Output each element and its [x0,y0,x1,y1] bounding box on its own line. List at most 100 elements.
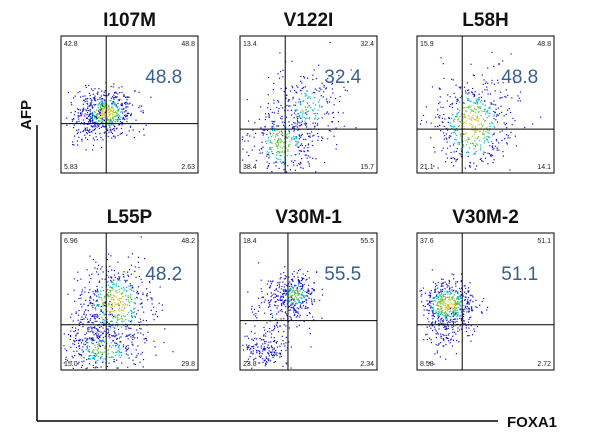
data-point [474,330,476,332]
data-point [97,104,99,106]
data-point [303,300,306,302]
data-point [277,100,279,102]
data-point [473,148,475,150]
panel-title: V30M-2 [452,207,519,228]
data-point [340,70,342,72]
data-point [295,114,297,116]
data-point [110,313,112,316]
data-point [448,117,451,119]
data-point [92,119,94,121]
data-point [99,133,101,135]
data-point [99,98,101,100]
data-point [114,276,116,278]
data-point [133,90,136,92]
data-point [108,303,110,305]
data-point [504,96,506,98]
data-point [99,112,101,114]
data-point [292,161,294,163]
data-point [262,134,264,136]
data-point [97,359,99,362]
data-point [469,300,471,302]
data-point [477,120,479,122]
data-point [476,101,478,103]
data-point [287,144,289,146]
data-point [280,355,283,358]
data-point [314,126,316,128]
data-point [466,107,468,109]
data-point [95,361,97,363]
data-point [427,318,429,320]
data-point [82,108,84,110]
data-point [283,278,285,280]
data-point [433,165,435,167]
data-point [463,114,465,116]
data-point [125,335,127,338]
data-point [139,303,141,305]
data-point [103,358,105,360]
data-point [117,279,119,281]
data-point [439,300,441,303]
data-point [110,276,112,278]
data-point [96,313,98,315]
data-point [86,337,88,340]
data-point [440,342,442,344]
data-point [273,361,275,363]
data-point [115,335,117,337]
data-point [279,155,281,157]
data-point [286,137,288,139]
data-point [456,309,458,311]
data-point [331,88,333,90]
data-point [93,367,95,369]
data-point [293,138,295,140]
data-point [486,309,488,311]
data-point [248,344,250,347]
data-point [293,138,295,141]
data-point [475,299,477,301]
data-point [98,303,100,306]
data-point [75,346,77,348]
data-point [142,292,144,294]
data-point [277,305,279,307]
data-point [486,117,488,119]
data-point [90,318,92,320]
data-point [273,162,275,164]
data-point [266,155,268,157]
data-point [78,120,80,122]
data-point [468,309,470,311]
data-point [87,321,89,324]
data-point [422,114,425,117]
data-point [275,165,277,167]
data-point [84,344,86,346]
data-point [297,270,300,272]
data-point [317,123,319,125]
data-point [282,365,284,367]
data-point [102,289,105,292]
data-point [463,113,465,115]
data-point [306,102,308,104]
data-point [468,318,470,321]
data-point [100,342,103,344]
data-point [120,341,122,343]
data-point [436,308,439,310]
data-point [457,296,459,298]
data-point [264,341,266,343]
data-point [118,344,120,346]
data-point [304,109,307,111]
data-point [141,105,143,107]
axes-group: AFP FOXA1 [18,100,557,431]
data-point [294,109,296,111]
data-point [435,283,437,285]
quadrant-lower-right-label: 2.34 [360,361,374,368]
data-point [446,320,448,322]
data-point [485,130,487,133]
data-point [290,299,292,301]
data-point [276,307,278,309]
data-point [91,315,93,317]
data-point [255,315,257,317]
data-point [89,109,91,111]
data-point [476,326,479,328]
data-point [108,314,110,316]
data-point [114,296,116,298]
data-point [115,91,117,93]
